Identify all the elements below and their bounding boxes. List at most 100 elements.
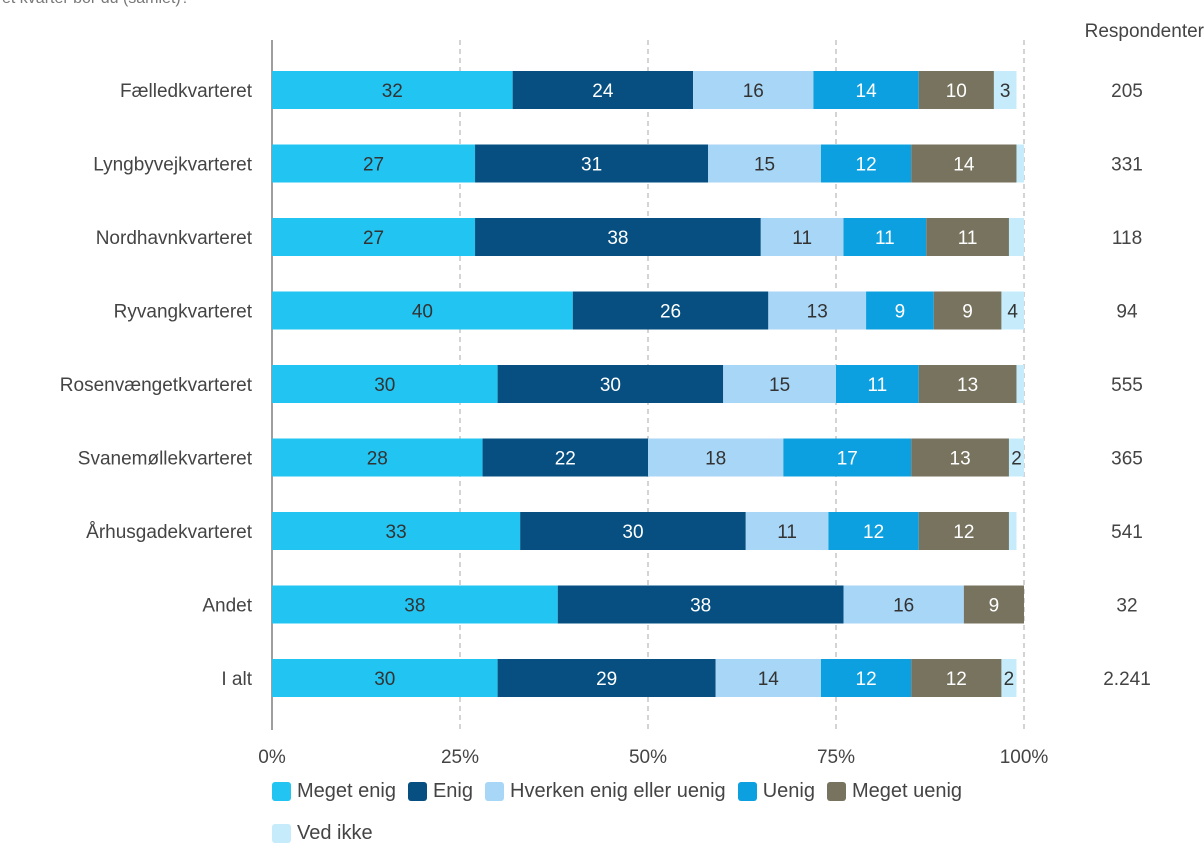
x-tick-label: 75% xyxy=(817,747,855,768)
bar-segment xyxy=(497,659,716,697)
bar-segment xyxy=(708,144,821,183)
bar-segment xyxy=(272,71,513,109)
bar-segment xyxy=(715,659,821,697)
bar-segment xyxy=(1001,291,1024,330)
legend-item: Enig xyxy=(407,778,473,804)
data-label: 11 xyxy=(875,228,895,249)
bar-segment xyxy=(557,585,844,624)
legend-swatch xyxy=(737,781,757,801)
bar-segment xyxy=(1008,438,1024,477)
data-label: 11 xyxy=(867,375,887,396)
respondent-count: 365 xyxy=(1111,449,1143,470)
bar-segment xyxy=(828,512,919,550)
data-label: 22 xyxy=(555,449,576,470)
data-label: 11 xyxy=(792,228,812,249)
respondent-count: 541 xyxy=(1111,522,1143,543)
data-label: 38 xyxy=(607,228,628,249)
legend-label: Meget uenig xyxy=(851,779,963,802)
data-label: 38 xyxy=(404,596,425,617)
data-label: 38 xyxy=(690,596,711,617)
data-label: 14 xyxy=(953,155,975,176)
data-label: 9 xyxy=(989,596,1000,617)
bar-segment xyxy=(272,365,498,403)
data-label: 10 xyxy=(946,81,967,102)
data-label: 31 xyxy=(581,155,602,176)
data-label: 32 xyxy=(382,81,403,102)
data-label: 30 xyxy=(374,669,395,690)
data-label: 13 xyxy=(807,302,828,323)
bar-segment xyxy=(272,585,558,624)
data-label: 15 xyxy=(754,155,775,176)
data-label: 24 xyxy=(592,81,614,102)
data-label: 33 xyxy=(386,522,407,543)
bar-segment xyxy=(1008,512,1017,550)
data-label: 30 xyxy=(374,375,395,396)
bar-segment xyxy=(1016,144,1024,183)
bar-segment xyxy=(836,365,919,403)
bar-segment xyxy=(843,585,964,624)
bar-segment xyxy=(993,71,1017,109)
data-label: 27 xyxy=(363,228,384,249)
bar-segment xyxy=(918,512,1009,550)
chart-subtitle: et kvarter bor du (samlet)? xyxy=(2,0,190,8)
data-label: 26 xyxy=(660,302,681,323)
bar-segment xyxy=(272,218,476,256)
bar-segment xyxy=(911,144,1017,183)
category-label: Århusgadekvarteret xyxy=(86,522,253,543)
x-tick-label: 25% xyxy=(441,747,479,768)
legend-label: Enig xyxy=(432,779,473,802)
legend-label: Ved ikke xyxy=(297,821,373,844)
chart-legend: Meget enig Enig Hverken enig eller uenig Ue… xyxy=(272,778,972,846)
bar-segment xyxy=(963,585,1024,624)
legend-label: Meget enig xyxy=(297,779,396,802)
legend-item: Hverken enig eller uenig xyxy=(485,778,726,804)
data-label: 11 xyxy=(777,522,797,543)
legend-label: Uenig xyxy=(762,779,815,802)
data-label: 4 xyxy=(1007,302,1018,323)
legend-item: Meget uenig xyxy=(826,778,963,804)
bar-segment xyxy=(1016,365,1024,403)
data-label: 16 xyxy=(743,81,764,102)
data-label: 2 xyxy=(1004,669,1015,690)
data-label: 30 xyxy=(600,375,621,396)
category-label: Lyngbyvejkvarteret xyxy=(93,155,252,176)
respondent-count: 205 xyxy=(1111,81,1143,102)
bar-segment xyxy=(926,218,1009,256)
legend-swatch xyxy=(826,781,846,801)
bar-segment xyxy=(497,365,724,403)
x-tick-label: 50% xyxy=(629,747,667,768)
respondent-count: 94 xyxy=(1116,302,1138,323)
data-label: 13 xyxy=(950,449,971,470)
bar-segment xyxy=(512,71,694,109)
bar-segment xyxy=(475,144,709,183)
category-label: I alt xyxy=(221,669,252,690)
category-label: Fælledkvarteret xyxy=(120,81,253,102)
bar-segment xyxy=(820,144,912,183)
data-label: 12 xyxy=(946,669,967,690)
data-label: 40 xyxy=(412,302,433,323)
data-label: 15 xyxy=(769,375,790,396)
legend-label: Hverken enig eller uenig xyxy=(510,779,726,802)
respondent-count: 2.241 xyxy=(1103,669,1151,690)
legend-item: Ved ikke xyxy=(272,820,373,846)
data-label: 11 xyxy=(958,228,978,249)
data-label: 12 xyxy=(856,669,877,690)
bar-segment xyxy=(272,144,476,183)
x-tick-label: 0% xyxy=(258,747,286,768)
data-label: 3 xyxy=(1000,81,1011,102)
data-label: 16 xyxy=(893,596,914,617)
legend-item: Uenig xyxy=(737,778,815,804)
respondent-count: 32 xyxy=(1116,596,1137,617)
legend-swatch xyxy=(272,823,291,843)
bar-segment xyxy=(723,365,836,403)
category-label: Ryvangkvarteret xyxy=(114,302,253,323)
bar-segment xyxy=(820,659,912,697)
bar-segment xyxy=(520,512,746,550)
data-label: 13 xyxy=(957,375,978,396)
legend-swatch xyxy=(272,781,291,801)
category-label: Svanemøllekvarteret xyxy=(78,449,253,470)
data-label: 29 xyxy=(596,669,617,690)
category-label: Rosenvængetkvarteret xyxy=(60,375,253,396)
category-label: Nordhavnkvarteret xyxy=(96,228,253,249)
